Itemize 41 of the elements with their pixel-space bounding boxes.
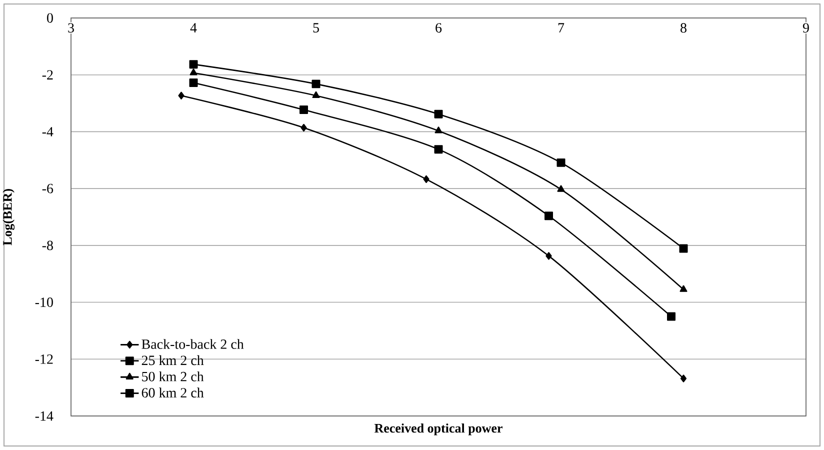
x-tick-label: 7 bbox=[558, 23, 564, 32]
point bbox=[546, 252, 552, 260]
x-axis-title: Received optical power bbox=[374, 424, 502, 436]
y-tick-label: -10 bbox=[35, 298, 53, 307]
point bbox=[679, 244, 688, 253]
y-tick-label: -4 bbox=[42, 127, 54, 136]
point bbox=[680, 285, 688, 292]
legend-label: 50 km 2 ch bbox=[142, 371, 204, 382]
point bbox=[680, 374, 687, 382]
legend-label: 60 km 2 ch bbox=[142, 388, 204, 398]
point bbox=[434, 110, 443, 118]
point bbox=[556, 158, 566, 167]
x-tick-label: 6 bbox=[436, 23, 442, 33]
point bbox=[312, 80, 320, 88]
y-tick-label: 0 bbox=[47, 13, 53, 23]
y-tick-label: -12 bbox=[35, 354, 53, 364]
point bbox=[189, 78, 198, 88]
legend-label: 25 km 2 ch bbox=[142, 355, 204, 366]
x-tick-label: 3 bbox=[68, 23, 74, 33]
legend-label: Back-to-back 2 ch bbox=[142, 339, 244, 349]
x-tick-label: 8 bbox=[680, 23, 686, 33]
x-tick-label: 5 bbox=[313, 23, 319, 32]
y-tick-label: -2 bbox=[42, 70, 53, 80]
point bbox=[423, 175, 430, 184]
point bbox=[178, 92, 184, 100]
point bbox=[557, 185, 565, 192]
y-tick-label: -6 bbox=[42, 184, 54, 194]
point bbox=[544, 212, 554, 220]
point bbox=[189, 60, 198, 69]
y-axis-title: Log(BER) bbox=[2, 189, 15, 246]
point bbox=[312, 91, 320, 98]
point bbox=[434, 145, 443, 154]
point bbox=[300, 106, 308, 114]
point bbox=[667, 312, 676, 321]
point bbox=[190, 68, 198, 76]
point bbox=[434, 126, 442, 134]
y-tick-label: -14 bbox=[35, 411, 54, 421]
x-tick-label: 9 bbox=[802, 23, 809, 33]
y-tick-label: -8 bbox=[42, 240, 53, 250]
x-tick-label: 4 bbox=[190, 23, 197, 32]
point bbox=[300, 124, 307, 132]
